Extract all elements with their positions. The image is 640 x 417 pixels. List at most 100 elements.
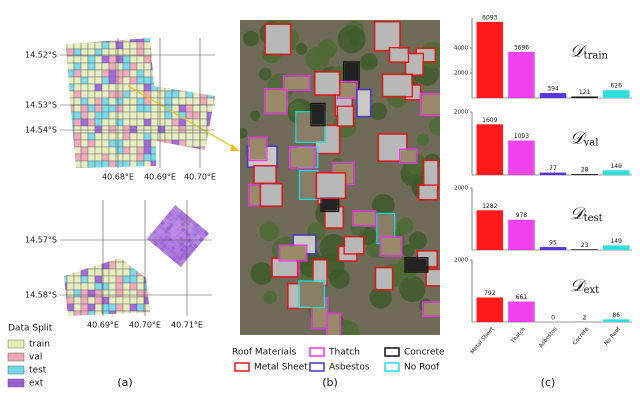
ext-cell [167,242,174,249]
ext-cell [179,215,185,222]
map-cell [94,303,103,312]
map-cell [66,296,75,305]
map-cell [136,258,145,263]
title-subscript: train [584,50,609,61]
map-cell [122,275,131,284]
map-cell [87,261,96,270]
ext-cell [173,216,180,222]
map-cell [115,41,124,50]
ext-cell [186,232,193,238]
legend-label: Asbestos [329,363,370,373]
map-cell [73,38,82,43]
map-cell [94,160,103,168]
map-cell [108,268,117,277]
legend-label: No Roof [404,363,440,373]
roof [265,89,287,113]
roof-box [352,210,377,227]
map-cell [129,261,138,270]
map-cell [94,268,103,277]
map-cell [164,38,173,43]
map-cell [64,303,68,312]
map-cell [108,104,117,113]
map-cell [199,160,208,168]
map-cell [108,62,117,71]
tree [295,43,308,55]
map-cell [122,268,131,277]
map-cell [87,111,96,120]
ext-cell [169,228,175,234]
map-cell [87,97,96,106]
map-cell [143,146,152,155]
map-cell [80,83,89,92]
map-cell [164,111,173,120]
ext-cell [167,248,174,254]
ext-cell [165,225,172,232]
roof [272,259,297,276]
map-cell [66,69,68,78]
map-cell [213,118,215,127]
map-cell [66,111,68,120]
map-cell [192,160,201,168]
map-cell [101,90,110,99]
map-cell [171,146,180,155]
map-cell [73,118,82,127]
map-cell [66,282,75,291]
map-cell [129,296,138,305]
roof-box [388,46,410,63]
legend-label: test [29,366,47,376]
map-cell [108,139,117,148]
map-cell [199,76,208,85]
map-cell [66,83,75,92]
map-cell [136,41,145,50]
map-cell [94,261,103,270]
map-cell [66,132,75,141]
map-cell [151,269,158,276]
map-cell [185,111,194,120]
roof-box [417,184,439,201]
ext-cell [184,246,191,253]
roof [249,138,266,160]
map-cell [115,296,124,305]
roof [254,166,276,183]
map-cell [192,76,201,85]
ext-cell [180,227,186,233]
legend-label: ext [29,379,44,389]
map-cell [101,76,110,85]
tree [417,133,430,146]
map-cell [129,41,138,50]
map-cell [94,275,103,284]
value-label: 3696 [514,44,529,51]
map-cell [164,62,173,71]
aerial-image [240,20,440,335]
value-label: 0 [551,315,555,322]
map-cell [143,83,152,92]
map-cell [80,41,89,50]
map-cell [87,289,96,298]
roof [345,237,363,253]
map-cell [80,261,89,270]
legend-label: Metal Sheet [254,363,308,373]
roof [406,258,427,272]
map-cell [108,275,117,284]
ext-cell [171,250,177,257]
map-cell [157,38,166,43]
map-cell [73,132,82,141]
map-cell [80,132,89,141]
map-cell [143,55,152,64]
lat-label: 14.53°S [25,101,57,110]
map-cell [101,62,110,71]
map-cell [136,55,145,64]
bar [508,140,535,175]
map-cell [150,90,159,99]
map-cell [136,153,145,162]
map-cell [122,69,131,78]
map-cell [199,55,208,64]
map-cell [192,146,201,155]
map-cell [143,76,152,85]
map-cell [206,41,215,50]
map-cell [101,83,110,92]
roof [261,184,282,206]
map-cell [94,118,103,127]
map-cell [185,55,194,64]
